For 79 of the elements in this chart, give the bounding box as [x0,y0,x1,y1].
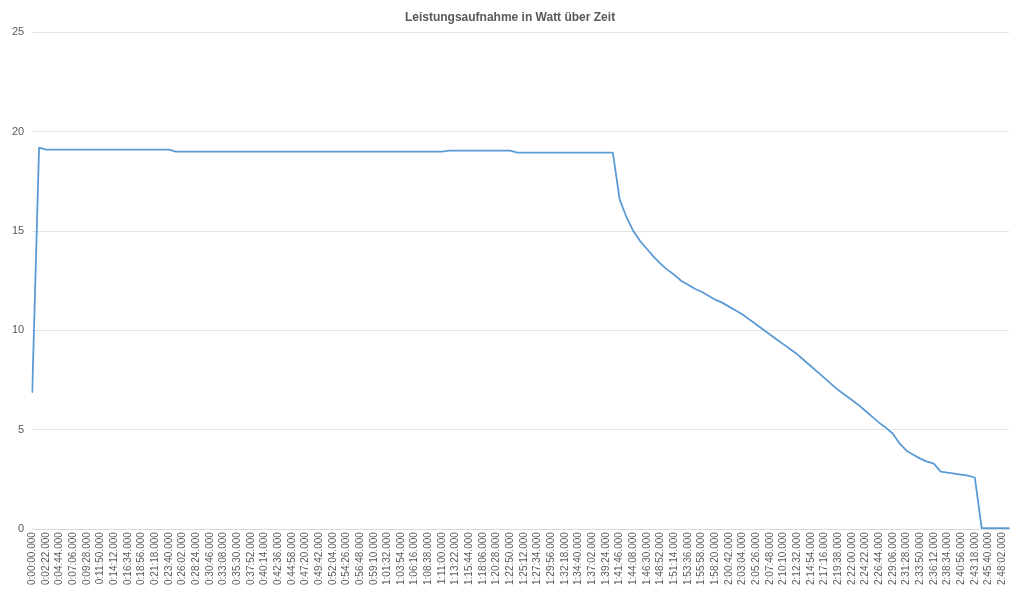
x-tick-label: 0:07:06.000 [66,531,78,585]
x-tick-label: 1:46:30.000 [640,531,652,585]
x-tick-label: 0:56:48.000 [353,531,365,585]
x-tick-label: 0:28:24.000 [189,531,201,585]
x-tick-label: 2:40:56.000 [954,531,966,585]
x-tick-label: 2:14:54.000 [804,531,816,585]
x-tick-label: 1:08:38.000 [422,531,434,585]
x-tick-label: 2:31:28.000 [900,531,912,585]
x-tick-label: 0:00:00.000 [25,531,37,585]
x-tick-label: 1:13:22.000 [449,531,461,585]
x-tick-label: 0:02:22.000 [39,531,51,585]
x-tick-label: 1:18:06.000 [476,531,488,585]
x-tick-label: 2:10:10.000 [777,531,789,585]
x-tick-label: 2:22:00.000 [845,531,857,585]
x-tick-label: 1:37:02.000 [586,531,598,585]
y-tick-label: 20 [11,124,25,137]
x-tick-label: 1:15:44.000 [463,531,475,585]
x-tick-label: 2:38:34.000 [941,531,953,585]
y-tick-label: 5 [18,422,25,435]
x-tick-label: 2:26:44.000 [872,531,884,585]
x-tick-label: 0:49:42.000 [312,531,324,585]
x-tick-label: 0:21:18.000 [148,531,160,585]
x-tick-label: 1:03:54.000 [394,531,406,585]
x-tick-label: 1:20:28.000 [490,531,502,585]
x-tick-label: 2:19:38.000 [831,531,843,585]
x-tick-label: 0:33:08.000 [217,531,229,585]
x-tick-label: 0:23:40.000 [162,531,174,585]
x-tick-label: 0:35:30.000 [230,531,242,585]
x-tick-label: 2:36:12.000 [927,531,939,585]
x-tick-label: 1:44:08.000 [627,531,639,585]
x-tick-label: 2:33:50.000 [913,531,925,585]
x-tick-label: 0:11:50.000 [94,531,106,585]
x-tick-label: 0:42:36.000 [271,531,283,585]
x-tick-label: 2:05:26.000 [750,531,762,585]
x-tick-label: 1:27:34.000 [531,531,543,585]
x-tick-label: 0:44:58.000 [285,531,297,585]
x-tick-label: 0:54:26.000 [340,531,352,585]
x-tick-label: 0:52:04.000 [326,531,338,585]
y-tick-label: 0 [18,522,25,535]
x-tick-label: 1:25:12.000 [517,531,529,585]
x-tick-label: 1:55:58.000 [695,531,707,585]
x-tick-label: 1:41:46.000 [613,531,625,585]
x-tick-label: 0:40:14.000 [258,531,270,585]
x-tick-label: 1:34:40.000 [572,531,584,585]
x-tick-label: 0:37:52.000 [244,531,256,585]
x-tick-label: 2:17:16.000 [818,531,830,585]
x-tick-label: 1:39:24.000 [599,531,611,585]
x-tick-label: 1:29:56.000 [545,531,557,585]
x-tick-label: 2:07:48.000 [763,531,775,585]
x-tick-label: 2:45:40.000 [982,531,994,585]
x-tick-label: 0:59:10.000 [367,531,379,585]
x-tick-label: 0:04:44.000 [53,531,65,585]
x-tick-label: 0:30:46.000 [203,531,215,585]
x-tick-label: 1:06:16.000 [408,531,420,585]
x-tick-label: 0:47:20.000 [299,531,311,585]
x-tick-label: 0:16:34.000 [121,531,133,585]
x-tick-label: 0:18:56.000 [135,531,147,585]
x-tick-label: 0:09:28.000 [80,531,92,585]
x-tick-label: 1:48:52.000 [654,531,666,585]
x-tick-label: 2:24:22.000 [859,531,871,585]
x-tick-label: 1:01:32.000 [381,531,393,585]
x-tick-label: 0:14:12.000 [107,531,119,585]
x-tick-label: 1:11:00.000 [435,531,447,585]
x-tick-label: 2:03:04.000 [736,531,748,585]
x-tick-label: 2:00:42.000 [722,531,734,585]
x-tick-label: 1:22:50.000 [504,531,516,585]
x-tick-label: 1:32:18.000 [558,531,570,585]
y-tick-label: 10 [11,323,25,336]
x-tick-label: 2:48:02.000 [995,531,1007,585]
x-tick-label: 1:51:14.000 [668,531,680,585]
x-tick-label: 2:29:06.000 [886,531,898,585]
chart-title: Leistungsaufnahme in Watt über Zeit [404,9,616,24]
y-tick-label: 15 [11,224,25,237]
y-tick-label: 25 [11,25,25,38]
x-tick-label: 2:43:18.000 [968,531,980,585]
x-tick-label: 2:12:32.000 [791,531,802,585]
x-tick-label: 0:26:02.000 [176,531,188,585]
x-tick-label: 1:58:20.000 [709,531,721,585]
x-tick-label: 1:53:36.000 [681,531,693,585]
